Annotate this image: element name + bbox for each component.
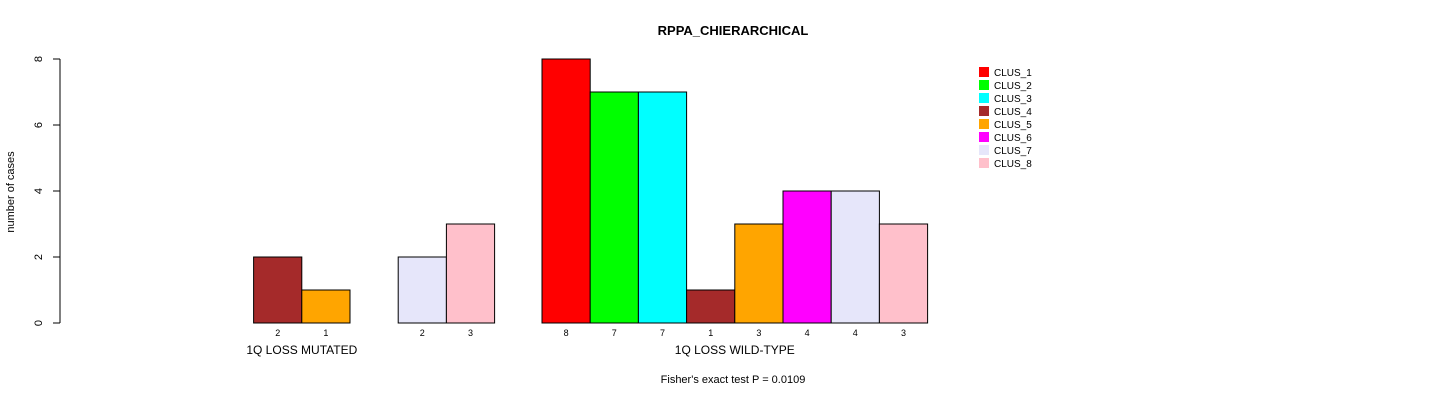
- y-tick-label: 0: [33, 320, 45, 326]
- legend-swatch: [979, 80, 989, 90]
- bar-count-label: 3: [901, 328, 906, 338]
- bar-clus-5: [734, 223, 784, 324]
- bar-count-label: 7: [612, 328, 617, 338]
- bar-clus-4: [253, 256, 303, 324]
- bar-count-label: 8: [564, 328, 569, 338]
- bar-count-label: 2: [275, 328, 280, 338]
- group-label: 1Q LOSS WILD-TYPE: [675, 343, 795, 357]
- bar-count-label: 3: [468, 328, 473, 338]
- group-label: 1Q LOSS MUTATED: [246, 343, 357, 357]
- bar-count-label: 7: [660, 328, 665, 338]
- legend-label: CLUS_5: [994, 120, 1032, 131]
- legend-label: CLUS_2: [994, 81, 1032, 92]
- bar-clus-8: [445, 223, 496, 324]
- legend-label: CLUS_7: [994, 146, 1032, 157]
- y-tick-label: 6: [33, 122, 45, 128]
- chart-title: RPPA_CHIERARCHICAL: [658, 23, 809, 38]
- y-axis-label: number of cases: [5, 151, 17, 233]
- bar-clus-6: [782, 190, 832, 324]
- group-labels: 1Q LOSS MUTATED 1Q LOSS WILD-TYPE: [246, 343, 794, 357]
- bar-clus-7: [830, 190, 880, 324]
- y-axis: 0 2 4 6 8: [33, 56, 61, 326]
- bar-clus-8: [878, 223, 929, 324]
- legend-swatch: [979, 158, 989, 168]
- bars: 2 1 2 3 8 7 7 1 3 4 4 3: [253, 58, 929, 338]
- bar-clus-5: [301, 289, 351, 324]
- legend-label: CLUS_4: [994, 107, 1032, 118]
- legend-swatch: [979, 119, 989, 129]
- bar-count-label: 4: [853, 328, 858, 338]
- bar-count-label: 1: [323, 328, 328, 338]
- legend-label: CLUS_6: [994, 133, 1032, 144]
- bar-clus-1: [541, 58, 591, 324]
- y-tick-label: 4: [33, 188, 45, 194]
- bar-count-label: 1: [708, 328, 713, 338]
- bar-clus-7: [397, 256, 447, 324]
- y-tick-label: 8: [33, 56, 45, 62]
- bar-clus-3: [637, 91, 688, 324]
- bar-count-label: 4: [805, 328, 810, 338]
- legend-swatch: [979, 132, 989, 142]
- legend-swatch: [979, 67, 989, 77]
- legend: CLUS_1 CLUS_2 CLUS_3 CLUS_4 CLUS_5 CLUS_6 CLUS…: [979, 67, 1032, 170]
- legend-swatch: [979, 145, 989, 155]
- legend-swatch: [979, 106, 989, 116]
- legend-label: CLUS_3: [994, 94, 1032, 105]
- bar-count-label: 3: [756, 328, 761, 338]
- y-tick-label: 2: [33, 254, 45, 260]
- bar-clus-2: [589, 91, 639, 324]
- bar-clus-4: [686, 289, 736, 324]
- legend-label: CLUS_1: [994, 68, 1032, 79]
- legend-label: CLUS_8: [994, 159, 1032, 170]
- legend-swatch: [979, 93, 989, 103]
- fisher-test-footnote: Fisher's exact test P = 0.0109: [661, 374, 806, 386]
- bar-count-label: 2: [420, 328, 425, 338]
